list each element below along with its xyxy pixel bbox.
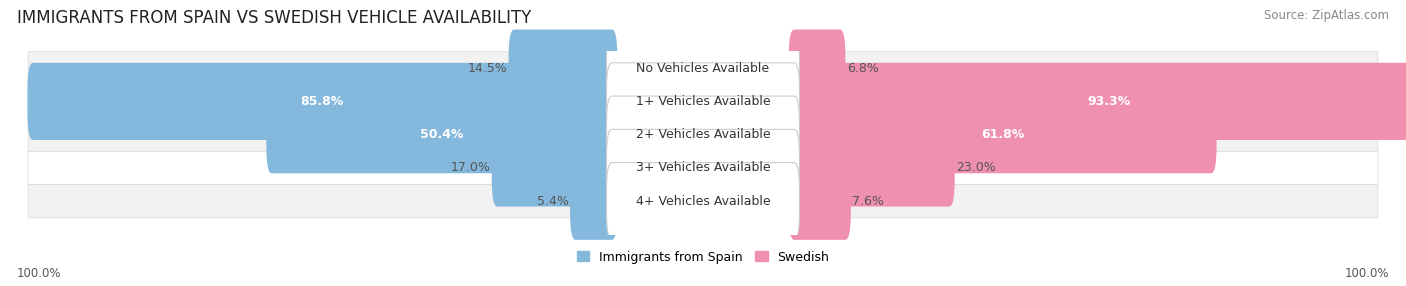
Legend: Immigrants from Spain, Swedish: Immigrants from Spain, Swedish — [571, 246, 835, 269]
FancyBboxPatch shape — [606, 63, 800, 140]
Text: No Vehicles Available: No Vehicles Available — [637, 61, 769, 75]
FancyBboxPatch shape — [789, 63, 1406, 140]
Text: Source: ZipAtlas.com: Source: ZipAtlas.com — [1264, 9, 1389, 21]
FancyBboxPatch shape — [28, 85, 1378, 118]
FancyBboxPatch shape — [28, 63, 617, 140]
FancyBboxPatch shape — [492, 129, 617, 206]
Text: 1+ Vehicles Available: 1+ Vehicles Available — [636, 95, 770, 108]
Text: 23.0%: 23.0% — [956, 162, 995, 174]
FancyBboxPatch shape — [789, 96, 1216, 173]
FancyBboxPatch shape — [28, 118, 1378, 151]
FancyBboxPatch shape — [789, 29, 845, 107]
FancyBboxPatch shape — [606, 29, 800, 107]
Text: IMMIGRANTS FROM SPAIN VS SWEDISH VEHICLE AVAILABILITY: IMMIGRANTS FROM SPAIN VS SWEDISH VEHICLE… — [17, 9, 531, 27]
FancyBboxPatch shape — [28, 151, 1378, 184]
FancyBboxPatch shape — [606, 129, 800, 206]
Text: 17.0%: 17.0% — [450, 162, 491, 174]
FancyBboxPatch shape — [789, 129, 955, 206]
FancyBboxPatch shape — [266, 96, 617, 173]
Text: 93.3%: 93.3% — [1087, 95, 1130, 108]
Text: 2+ Vehicles Available: 2+ Vehicles Available — [636, 128, 770, 141]
Text: 100.0%: 100.0% — [1344, 267, 1389, 280]
FancyBboxPatch shape — [789, 163, 851, 240]
FancyBboxPatch shape — [509, 29, 617, 107]
Text: 14.5%: 14.5% — [468, 61, 508, 75]
Text: 5.4%: 5.4% — [537, 195, 568, 208]
Text: 6.8%: 6.8% — [846, 61, 879, 75]
Text: 100.0%: 100.0% — [17, 267, 62, 280]
Text: 50.4%: 50.4% — [420, 128, 464, 141]
Text: 85.8%: 85.8% — [301, 95, 344, 108]
FancyBboxPatch shape — [28, 184, 1378, 218]
FancyBboxPatch shape — [28, 51, 1378, 85]
Text: 4+ Vehicles Available: 4+ Vehicles Available — [636, 195, 770, 208]
FancyBboxPatch shape — [569, 163, 617, 240]
FancyBboxPatch shape — [606, 163, 800, 240]
Text: 3+ Vehicles Available: 3+ Vehicles Available — [636, 162, 770, 174]
FancyBboxPatch shape — [606, 96, 800, 173]
Text: 61.8%: 61.8% — [981, 128, 1025, 141]
Text: 7.6%: 7.6% — [852, 195, 884, 208]
